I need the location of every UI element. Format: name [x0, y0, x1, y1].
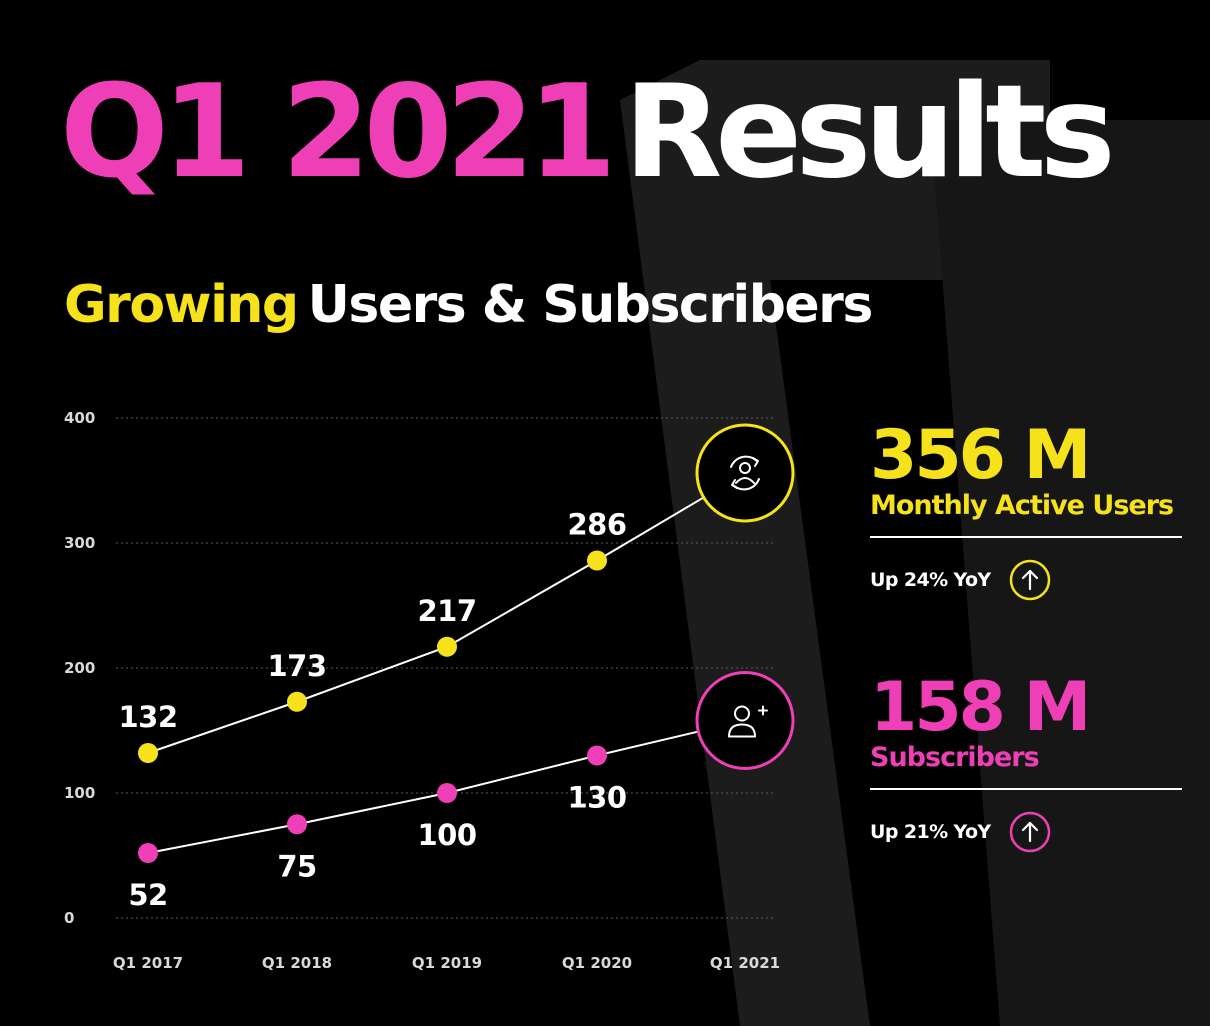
x-tick-label: Q1 2018 — [262, 954, 332, 972]
data-point — [138, 843, 158, 863]
y-tick-label: 0 — [64, 909, 74, 927]
data-label: 52 — [128, 878, 167, 912]
subscribers-divider — [870, 788, 1182, 790]
stat-block-subscribers: 158 M Subscribers Up 21% YoY — [870, 670, 1182, 856]
subscribers-label: Subscribers — [870, 742, 1040, 773]
mau-change-row: Up 24% YoY — [870, 556, 1182, 604]
data-point — [587, 550, 607, 571]
page-title: Q1 2021 Results — [60, 58, 1116, 208]
arrow-up-circle-icon — [1009, 811, 1050, 853]
x-tick-label: Q1 2019 — [412, 954, 482, 972]
data-point — [287, 814, 307, 835]
arrow-up-circle-icon — [1009, 559, 1050, 601]
data-label: 130 — [567, 781, 626, 815]
data-point — [437, 783, 457, 803]
data-point — [437, 636, 457, 657]
user-add-icon — [695, 671, 795, 770]
page-subtitle: Growing Users & Subscribers — [64, 270, 874, 340]
growth-line-chart: 0 100 200 300 400 Q1 2017 Q1 2018 Q1 2019 Q1 202… — [64, 409, 795, 972]
data-point — [587, 745, 607, 766]
x-tick-label: Q1 2017 — [113, 954, 183, 972]
x-tick-label: Q1 2020 — [562, 954, 632, 972]
mau-value: 356 M — [870, 416, 1091, 495]
data-point — [138, 743, 158, 763]
subtitle-highlight: Growing — [64, 275, 299, 335]
y-tick-label: 100 — [64, 784, 95, 802]
x-tick-label: Q1 2021 — [710, 954, 780, 972]
data-label: 75 — [277, 849, 316, 883]
mau-change-text: Up 24% YoY — [870, 569, 991, 591]
subtitle-rest: Users & Subscribers — [307, 275, 874, 335]
chart-series — [138, 496, 705, 863]
subscribers-change-text: Up 21% YoY — [870, 821, 991, 843]
y-tick-label: 400 — [64, 409, 95, 427]
title-rest: Results — [623, 58, 1116, 207]
mau-divider — [870, 536, 1182, 538]
chart-data-labels: 132 173 217 286 52 75 100 130 — [118, 508, 627, 913]
user-sync-icon — [695, 423, 795, 523]
data-point — [287, 691, 307, 712]
data-label: 217 — [417, 594, 476, 628]
data-label: 100 — [417, 818, 476, 852]
data-label: 132 — [118, 700, 177, 734]
data-label: 286 — [567, 508, 626, 542]
chart-axes: 0 100 200 300 400 Q1 2017 Q1 2018 Q1 2019 Q1 202… — [64, 409, 780, 972]
y-tick-label: 200 — [64, 659, 95, 677]
title-highlight: Q1 2021 — [60, 58, 617, 207]
data-label: 173 — [267, 649, 326, 683]
mau-label: Monthly Active Users — [870, 490, 1174, 521]
chart-end-icons — [695, 423, 795, 770]
subscribers-value: 158 M — [870, 668, 1091, 747]
stat-block-mau: 356 M Monthly Active Users Up 24% YoY — [870, 418, 1182, 604]
subscribers-change-row: Up 21% YoY — [870, 808, 1182, 856]
y-tick-label: 300 — [64, 534, 95, 552]
